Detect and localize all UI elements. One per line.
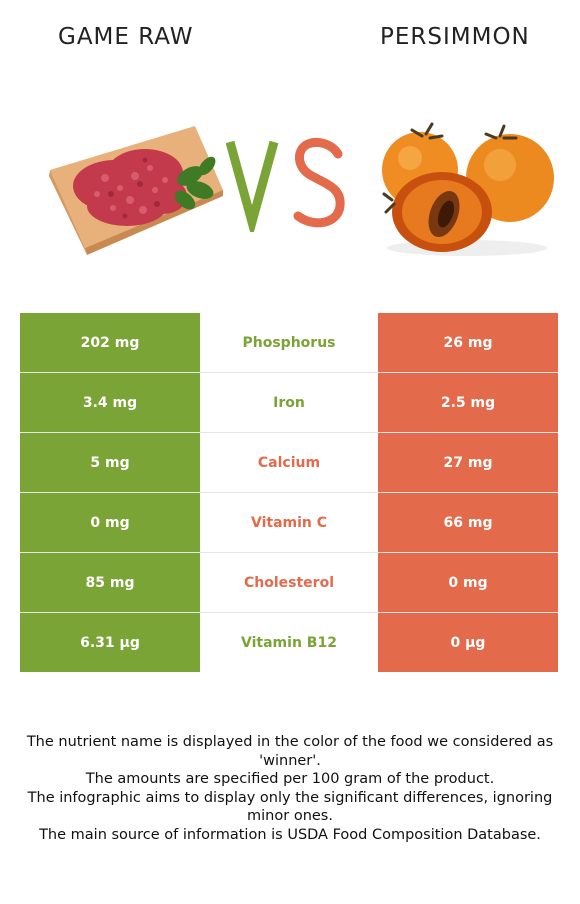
nutrient-name: Calcium bbox=[200, 433, 378, 492]
row-divider bbox=[20, 372, 558, 373]
nutrient-name: Phosphorus bbox=[200, 313, 378, 372]
nutrient-name: Iron bbox=[200, 373, 378, 432]
footnote: The nutrient name is displayed in the co… bbox=[10, 733, 570, 844]
table-row: 6.31 µg Vitamin B12 0 µg bbox=[20, 613, 558, 673]
right-value: 66 mg bbox=[378, 493, 558, 552]
footnote-line: The infographic aims to display only the… bbox=[27, 789, 553, 825]
right-value: 27 mg bbox=[378, 433, 558, 492]
nutrient-name: Vitamin C bbox=[200, 493, 378, 552]
table-row: 85 mg Cholesterol 0 mg bbox=[20, 553, 558, 613]
nutrient-name: Vitamin B12 bbox=[200, 613, 378, 672]
footnote-line: The main source of information is USDA F… bbox=[39, 826, 541, 843]
row-divider bbox=[20, 552, 558, 553]
right-value: 26 mg bbox=[378, 313, 558, 372]
right-value: 2.5 mg bbox=[378, 373, 558, 432]
left-value: 202 mg bbox=[20, 313, 200, 372]
nutrient-comparison-table: 202 mg Phosphorus 26 mg 3.4 mg Iron 2.5 … bbox=[20, 313, 558, 673]
table-row: 3.4 mg Iron 2.5 mg bbox=[20, 373, 558, 433]
table-row: 202 mg Phosphorus 26 mg bbox=[20, 313, 558, 373]
vs-label bbox=[226, 137, 345, 232]
table-row: 0 mg Vitamin C 66 mg bbox=[20, 493, 558, 553]
nutrient-name: Cholesterol bbox=[200, 553, 378, 612]
right-value: 0 mg bbox=[378, 553, 558, 612]
right-food-title: PERSIMMON bbox=[380, 24, 530, 50]
right-value: 0 µg bbox=[378, 613, 558, 672]
left-food-title: GAME RAW bbox=[58, 24, 194, 50]
row-divider bbox=[20, 612, 558, 613]
left-value: 0 mg bbox=[20, 493, 200, 552]
game-raw-image bbox=[49, 126, 223, 255]
row-divider bbox=[20, 432, 558, 433]
left-value: 85 mg bbox=[20, 553, 200, 612]
left-value: 5 mg bbox=[20, 433, 200, 492]
left-value: 3.4 mg bbox=[20, 373, 200, 432]
footnote-line: The amounts are specified per 100 gram o… bbox=[85, 771, 495, 787]
row-divider bbox=[20, 492, 558, 493]
left-value: 6.31 µg bbox=[20, 613, 200, 672]
persimmon-image bbox=[382, 122, 554, 256]
footnote-line: The nutrient name is displayed in the co… bbox=[26, 734, 554, 769]
table-row: 5 mg Calcium 27 mg bbox=[20, 433, 558, 493]
